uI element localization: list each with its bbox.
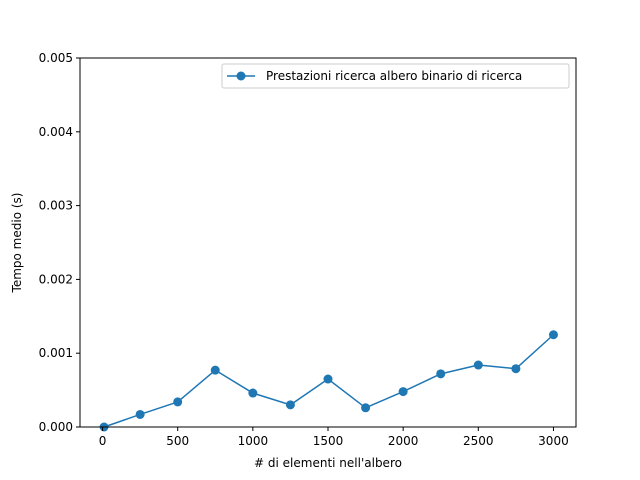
data-point — [473, 360, 483, 370]
x-tick-label: 2000 — [388, 434, 419, 448]
data-point — [285, 400, 295, 410]
data-point — [436, 369, 446, 379]
y-tick-label: 0.003 — [39, 199, 73, 213]
data-point — [210, 365, 220, 375]
axes: 0 500 1000 1500 2000 2500 3000 0.000 0.001 0.002 0… — [39, 51, 577, 448]
y-tick-label: 0.005 — [39, 51, 73, 65]
data-point — [548, 330, 558, 340]
x-tick-label: 3000 — [538, 434, 569, 448]
data-point — [511, 364, 521, 374]
x-tick-label: 500 — [166, 434, 189, 448]
y-axis-label: Tempo medio (s) — [10, 193, 24, 294]
legend-marker — [236, 71, 246, 81]
x-tick-label: 2500 — [463, 434, 494, 448]
y-tick-label: 0.004 — [39, 125, 73, 139]
legend-box — [221, 63, 570, 89]
x-tick-label: 1000 — [238, 434, 269, 448]
legend: Prestazioni ricerca albero binario di ri… — [221, 63, 570, 89]
y-tick-label: 0.002 — [39, 272, 73, 286]
y-tick-label: 0.000 — [39, 420, 73, 434]
y-tick-label: 0.001 — [39, 346, 73, 360]
x-axis-label: # di elementi nell'albero — [254, 456, 402, 470]
data-point — [248, 388, 258, 398]
x-tick-label: 1500 — [313, 434, 344, 448]
data-point — [398, 387, 408, 397]
data-point — [361, 403, 371, 413]
x-tick-label: 0 — [99, 434, 107, 448]
data-point — [173, 397, 183, 407]
data-point — [323, 374, 333, 384]
legend-entry-label: Prestazioni ricerca albero binario di ri… — [266, 69, 522, 83]
data-point — [135, 409, 145, 419]
plot-area — [99, 330, 558, 432]
